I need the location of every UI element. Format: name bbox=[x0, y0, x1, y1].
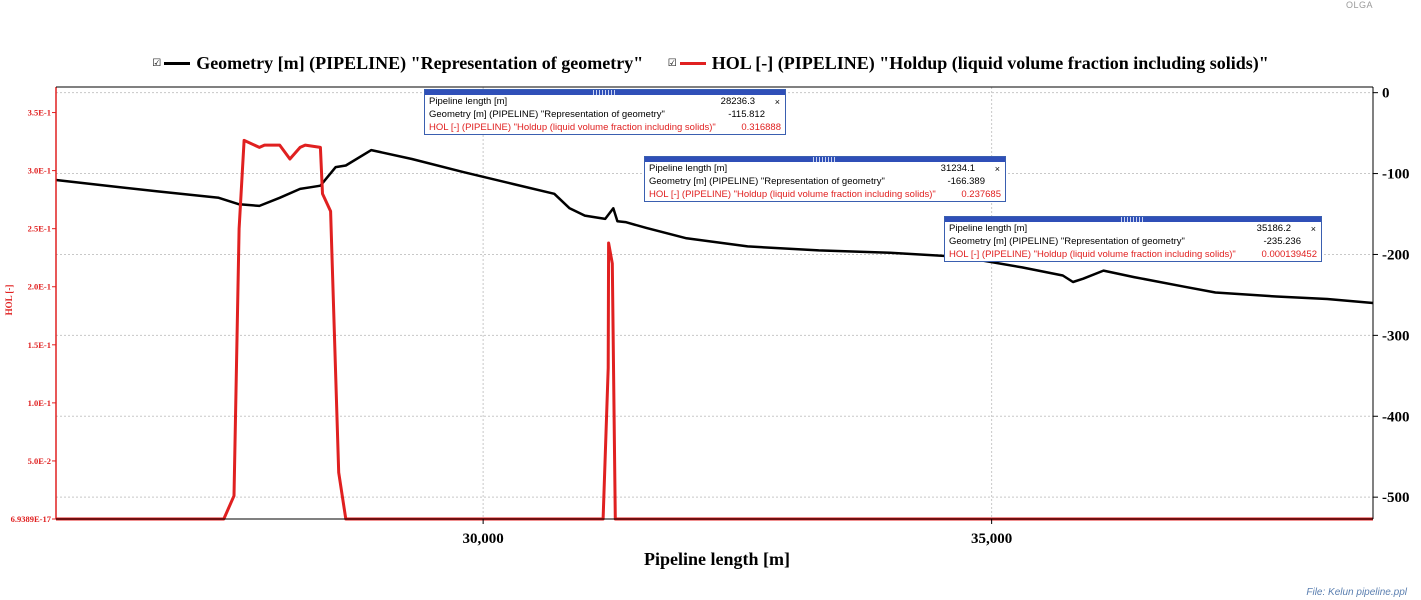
readout-x-value: 35186.2 bbox=[1256, 223, 1291, 234]
y-left-tick-label: 3.5E-1 bbox=[28, 108, 51, 118]
readout-holdup-value: 0.237685 bbox=[961, 189, 1001, 200]
y-left-tick-label: 5.0E-2 bbox=[28, 456, 51, 466]
readout-geometry-label: Geometry [m] (PIPELINE) "Representation … bbox=[949, 236, 1185, 247]
readout-geometry-row: Geometry [m] (PIPELINE) "Representation … bbox=[945, 235, 1321, 248]
close-icon[interactable]: × bbox=[994, 164, 1000, 174]
grid-lines bbox=[56, 87, 1373, 519]
legend-entry-geometry[interactable]: ☑ Geometry [m] (PIPELINE) "Representatio… bbox=[152, 53, 643, 74]
close-icon[interactable]: × bbox=[774, 97, 780, 107]
y-right-tick-label: -300 bbox=[1382, 328, 1410, 344]
x-axis-label: Pipeline length [m] bbox=[644, 549, 790, 569]
readout-tooltip-2[interactable]: × Pipeline length [m] 31234.1 Geometry [… bbox=[644, 156, 1006, 202]
readout-x-value: 31234.1 bbox=[940, 163, 975, 174]
legend-swatch-geometry bbox=[164, 62, 191, 65]
readout-x-label: Pipeline length [m] bbox=[949, 223, 1028, 234]
series-line-geometry bbox=[55, 148, 1374, 305]
y-right-tick-label: -400 bbox=[1382, 409, 1410, 425]
readout-x-row: Pipeline length [m] 35186.2 bbox=[945, 222, 1321, 235]
y-left-tick-label: 3.0E-1 bbox=[28, 166, 51, 176]
y-right-tick-label: 0 bbox=[1382, 86, 1390, 102]
readout-x-row: Pipeline length [m] 31234.1 bbox=[645, 162, 1005, 175]
legend-entry-holdup[interactable]: ☑ HOL [-] (PIPELINE) "Holdup (liquid vol… bbox=[668, 53, 1269, 74]
readout-x-value: 28236.3 bbox=[720, 96, 755, 107]
readout-geometry-value: -166.389 bbox=[947, 176, 985, 187]
readout-tooltip-3[interactable]: × Pipeline length [m] 35186.2 Geometry [… bbox=[944, 216, 1322, 262]
y-left-tick-label: 6.9389E-17 bbox=[11, 514, 52, 524]
readout-holdup-row: HOL [-] (PIPELINE) "Holdup (liquid volum… bbox=[425, 121, 785, 134]
y-right-tick-label: -500 bbox=[1382, 490, 1410, 506]
tooltip-drag-handle[interactable] bbox=[645, 157, 1005, 162]
readout-geometry-value: -115.812 bbox=[728, 109, 765, 120]
readout-x-row: Pipeline length [m] 28236.3 bbox=[425, 95, 785, 108]
tooltip-drag-handle[interactable] bbox=[945, 217, 1321, 222]
close-icon[interactable]: × bbox=[1310, 224, 1316, 234]
tooltip-drag-handle[interactable] bbox=[425, 90, 785, 95]
file-label: File: Kelun pipeline.ppl bbox=[1306, 587, 1407, 598]
readout-holdup-value: 0.316888 bbox=[741, 122, 781, 133]
legend-label-holdup: HOL [-] (PIPELINE) "Holdup (liquid volum… bbox=[711, 53, 1269, 73]
series-line-holdup bbox=[56, 138, 1373, 521]
readout-geometry-label: Geometry [m] (PIPELINE) "Representation … bbox=[429, 109, 665, 120]
readout-geometry-row: Geometry [m] (PIPELINE) "Representation … bbox=[425, 108, 785, 121]
y-left-tick-label: 2.5E-1 bbox=[28, 224, 51, 234]
y-left-tick-label: 1.5E-1 bbox=[28, 340, 51, 350]
readout-holdup-row: HOL [-] (PIPELINE) "Holdup (liquid volum… bbox=[945, 248, 1321, 261]
readout-holdup-label: HOL [-] (PIPELINE) "Holdup (liquid volum… bbox=[429, 122, 716, 133]
readout-holdup-row: HOL [-] (PIPELINE) "Holdup (liquid volum… bbox=[645, 188, 1005, 201]
y-right-tick-label: -100 bbox=[1382, 167, 1410, 183]
readout-holdup-value: 0.000139452 bbox=[1261, 249, 1317, 260]
y-axis-label-left: HOL [-] bbox=[4, 285, 14, 316]
readout-tooltip-1[interactable]: × Pipeline length [m] 28236.3 Geometry [… bbox=[424, 89, 786, 135]
y-left-tick-label: 1.0E-1 bbox=[28, 398, 51, 408]
checkbox-icon[interactable]: ☑ bbox=[667, 58, 677, 69]
readout-geometry-value: -235.236 bbox=[1263, 236, 1301, 247]
readout-geometry-row: Geometry [m] (PIPELINE) "Representation … bbox=[645, 175, 1005, 188]
readout-geometry-label: Geometry [m] (PIPELINE) "Representation … bbox=[649, 176, 885, 187]
legend-label-geometry: Geometry [m] (PIPELINE) "Representation … bbox=[196, 53, 644, 73]
readout-x-label: Pipeline length [m] bbox=[649, 163, 728, 174]
y-right-tick-label: -200 bbox=[1382, 247, 1410, 263]
legend-swatch-holdup bbox=[679, 62, 706, 65]
checkbox-icon[interactable]: ☑ bbox=[152, 58, 162, 69]
olga-brand: OLGA bbox=[1345, 0, 1373, 10]
readout-x-label: Pipeline length [m] bbox=[429, 96, 508, 107]
y-left-tick-label: 2.0E-1 bbox=[28, 282, 51, 292]
chart-legend: ☑ Geometry [m] (PIPELINE) "Representatio… bbox=[0, 50, 1421, 74]
readout-holdup-label: HOL [-] (PIPELINE) "Holdup (liquid volum… bbox=[949, 249, 1236, 260]
x-tick-label: 30,000 bbox=[463, 531, 504, 547]
readout-holdup-label: HOL [-] (PIPELINE) "Holdup (liquid volum… bbox=[649, 189, 936, 200]
x-tick-label: 35,000 bbox=[971, 531, 1012, 547]
